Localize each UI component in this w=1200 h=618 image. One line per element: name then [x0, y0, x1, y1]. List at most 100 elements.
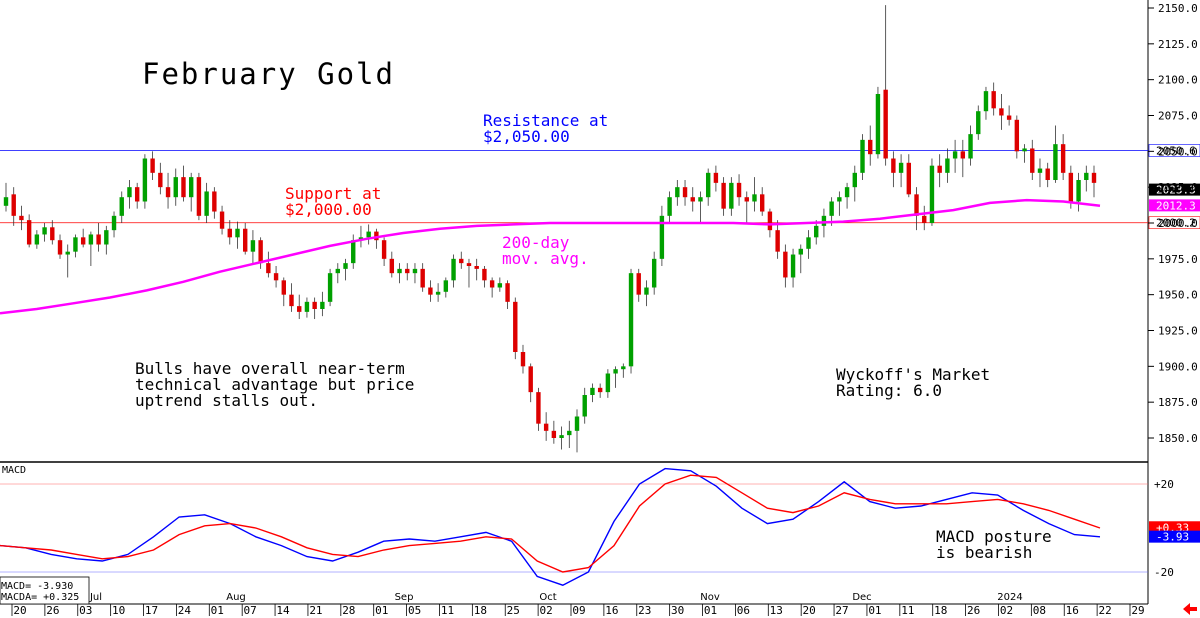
x-axis-label: 25 [507, 604, 520, 617]
candle-body [134, 187, 140, 202]
candle-body [790, 254, 796, 278]
candle-body [489, 280, 495, 288]
candle-body [976, 111, 981, 135]
support-label-line2: $2,000.00 [285, 200, 372, 219]
rating-line2: Rating: 6.0 [836, 381, 942, 400]
candle-body [1060, 144, 1066, 173]
candle-body [50, 227, 55, 241]
candle-body [659, 215, 665, 259]
candle-body [983, 91, 989, 112]
candle-body [142, 158, 148, 202]
resistance-label-line2: $2,050.00 [483, 127, 570, 146]
x-axis-label: 16 [1066, 604, 1079, 617]
candle-body [559, 435, 564, 438]
x-axis-label: 23 [638, 604, 651, 617]
macd-legend-box [0, 576, 90, 605]
price-tag-bg [1149, 183, 1200, 196]
price-axis-label: 2075.0 [1158, 110, 1198, 123]
macd-tag-bg [1149, 521, 1200, 534]
candle-body [613, 369, 618, 374]
price-tag-bg [1149, 199, 1200, 212]
x-axis-label: 26 [967, 604, 980, 617]
macd-axis-label: +20 [1154, 478, 1174, 491]
arrow-left-icon[interactable] [1183, 603, 1197, 615]
candle-body [312, 301, 317, 309]
candle-body [412, 268, 418, 274]
candle-body [235, 228, 240, 238]
candle-body [922, 215, 927, 223]
candle-body [497, 283, 503, 288]
candle-body [119, 197, 124, 216]
candle-body [474, 266, 479, 269]
price-axis-label: 2000.0 [1158, 217, 1198, 230]
candle-body [844, 187, 850, 198]
candle-body [351, 240, 356, 264]
bulls-note-line2: technical advantage but price [135, 375, 414, 394]
x-axis-label: 08 [1033, 604, 1046, 617]
x-axis-label: 22 [1098, 604, 1111, 617]
x-axis-month: Nov [700, 592, 720, 603]
candle-body [11, 194, 16, 216]
macd-tag-bg [1149, 530, 1200, 543]
candle-body [999, 108, 1004, 116]
candle-body [289, 294, 294, 307]
candle-body [389, 258, 395, 274]
candle-body [729, 182, 734, 209]
candle-body [435, 291, 441, 295]
x-axis-label: 01 [211, 604, 224, 617]
price-axis-label: 1925.0 [1158, 325, 1198, 338]
candle-body [536, 392, 541, 424]
price-axis-label: 1950.0 [1158, 289, 1198, 302]
ma-label-line1: 200-day [502, 233, 570, 252]
candle-body [860, 139, 865, 173]
candle-body [829, 201, 834, 216]
candle-body [243, 228, 248, 252]
x-axis-label: 26 [46, 604, 59, 617]
candle-body [73, 237, 78, 252]
macd-series-macda [0, 474, 1101, 573]
candle-body [335, 268, 341, 274]
candle-body [212, 191, 217, 212]
candle-body [96, 234, 101, 245]
x-axis-month: Jul [89, 592, 102, 603]
candle-body [482, 268, 487, 281]
x-axis-label: 01 [868, 604, 881, 617]
x-axis-label: 03 [79, 604, 92, 617]
candle-body [721, 182, 726, 209]
candle-body [621, 366, 626, 370]
rating-line1: Wyckoff's Market [836, 365, 990, 384]
candle-body [705, 172, 711, 198]
candle-body [520, 352, 526, 367]
candle-body [1045, 168, 1050, 180]
x-axis-label: 21 [309, 604, 322, 617]
candle-body [173, 177, 178, 198]
candle-body [837, 197, 842, 202]
x-axis-label: 09 [572, 604, 585, 617]
x-axis-label: 01 [704, 604, 717, 617]
x-axis-label: 28 [342, 604, 355, 617]
macd-note-line2: is bearish [936, 543, 1032, 562]
candle-body [374, 231, 379, 241]
candle-body [366, 231, 371, 238]
candle-body [883, 89, 888, 159]
candle-body [19, 215, 24, 221]
candle-body [428, 287, 433, 295]
level-tag-bg [1149, 144, 1200, 157]
x-axis-label: 29 [1131, 604, 1144, 617]
candle-body [798, 248, 803, 255]
candle-body [914, 194, 919, 216]
price-axis-label: 2100.0 [1158, 74, 1198, 87]
level-tag-label: 2000.2 [1156, 217, 1196, 230]
x-axis-label: 10 [112, 604, 125, 617]
x-axis-label: 07 [244, 604, 257, 617]
candle-body [204, 191, 209, 216]
candle-body [1014, 119, 1020, 152]
candle-body [968, 134, 973, 159]
candle-body [651, 258, 657, 288]
support-label-line1: Support at [285, 184, 381, 203]
candle-body [219, 211, 225, 229]
x-axis-label: 13 [770, 604, 783, 617]
macd-panel-title: MACD [2, 465, 26, 476]
macd-axis-label: -20 [1154, 566, 1174, 579]
